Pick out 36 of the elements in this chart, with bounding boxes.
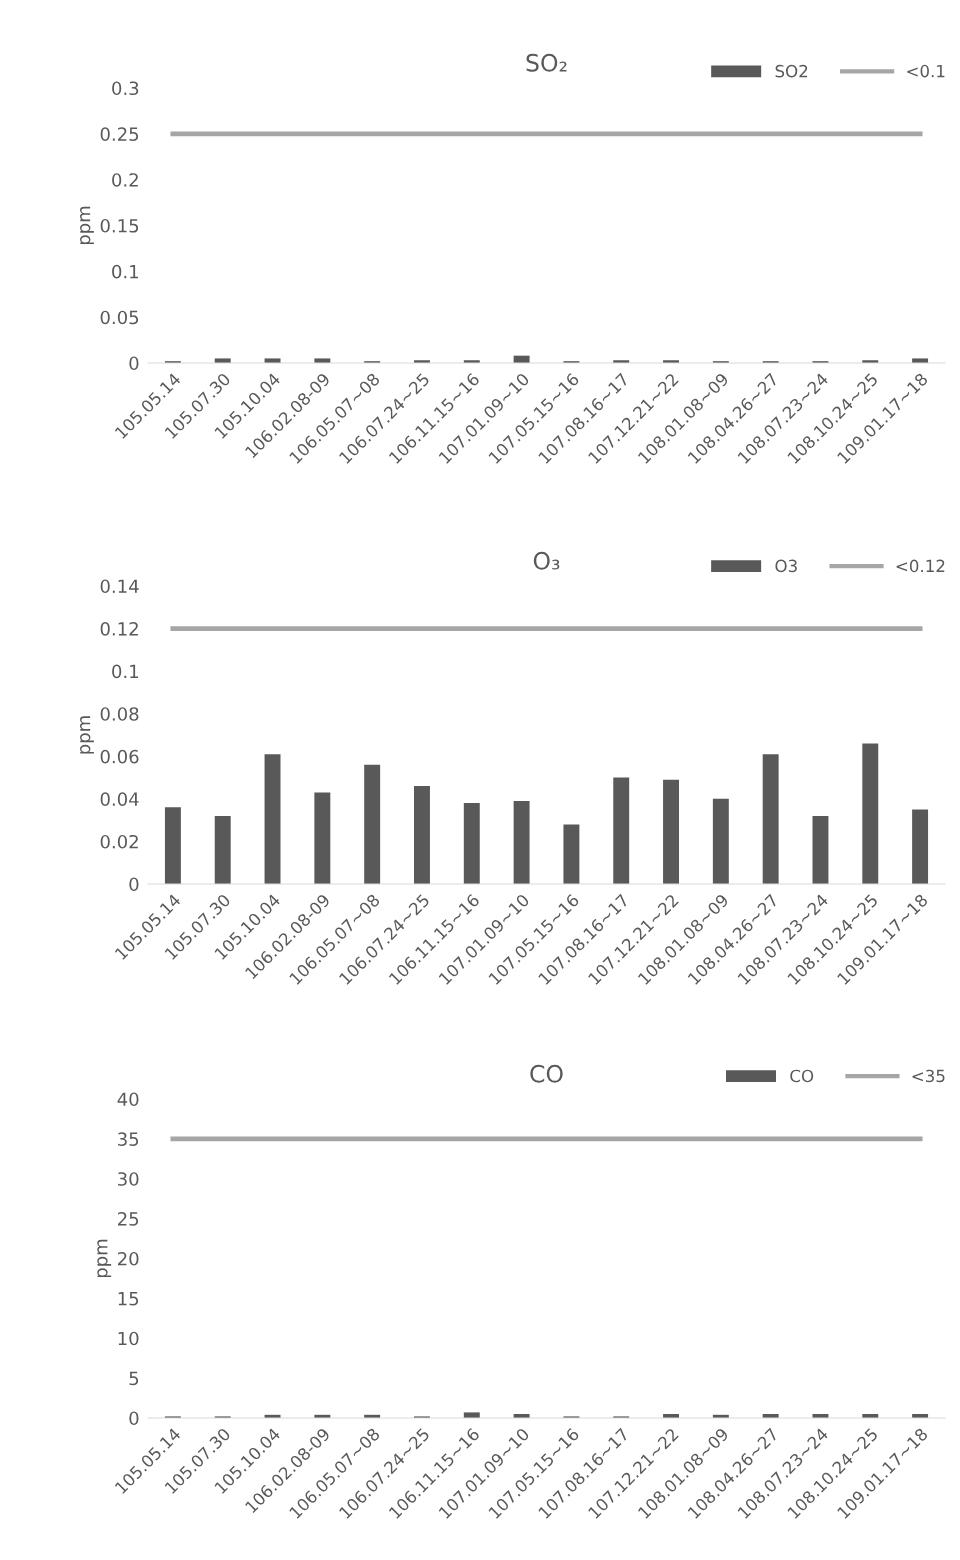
- y-tick-label: 0.08: [100, 707, 139, 721]
- y-axis-title: ppm: [80, 716, 94, 754]
- y-tick-label: 0.05: [100, 310, 139, 325]
- legend-label: <0.12: [896, 559, 945, 573]
- y-tick-label: 5: [129, 1371, 139, 1386]
- y-tick-label: 40: [117, 1092, 139, 1107]
- y-tick-label: 0.14: [100, 579, 139, 594]
- legend-label: SO2: [775, 64, 808, 78]
- chart-title: CO: [530, 1064, 563, 1083]
- legend-label: <0.1: [907, 64, 945, 78]
- legend-label: CO: [790, 1069, 814, 1083]
- chart-title: SO₂: [526, 53, 567, 72]
- y-tick-label: 0: [129, 356, 139, 371]
- y-tick-label: 0: [129, 877, 139, 892]
- y-tick-label: 0.02: [100, 834, 138, 849]
- y-tick-label: 0.12: [100, 622, 138, 636]
- y-tick-label: 0.04: [100, 792, 139, 806]
- legend-label: <35: [912, 1069, 945, 1083]
- y-tick-label: 0.25: [100, 127, 139, 141]
- y-tick-label: 25: [118, 1212, 139, 1226]
- y-tick-label: 30: [118, 1172, 139, 1186]
- legend-label: O3: [775, 559, 797, 573]
- y-tick-label: 35: [118, 1132, 139, 1146]
- y-tick-label: 0.06: [100, 749, 139, 764]
- y-tick-label: 10: [118, 1331, 139, 1346]
- y-tick-label: 0.3: [112, 81, 139, 96]
- y-tick-label: 0.15: [100, 218, 139, 233]
- y-axis-title: ppm: [97, 1239, 112, 1278]
- y-tick-label: 20: [118, 1251, 139, 1266]
- y-tick-label: 15: [118, 1292, 139, 1306]
- y-axis-title: ppm: [80, 206, 94, 245]
- chart-title: O₃: [533, 551, 560, 570]
- y-tick-label: 0.1: [112, 664, 138, 679]
- y-tick-label: 0: [129, 1411, 139, 1426]
- y-tick-label: 0.1: [112, 264, 138, 279]
- y-tick-label: 0.2: [112, 173, 138, 187]
